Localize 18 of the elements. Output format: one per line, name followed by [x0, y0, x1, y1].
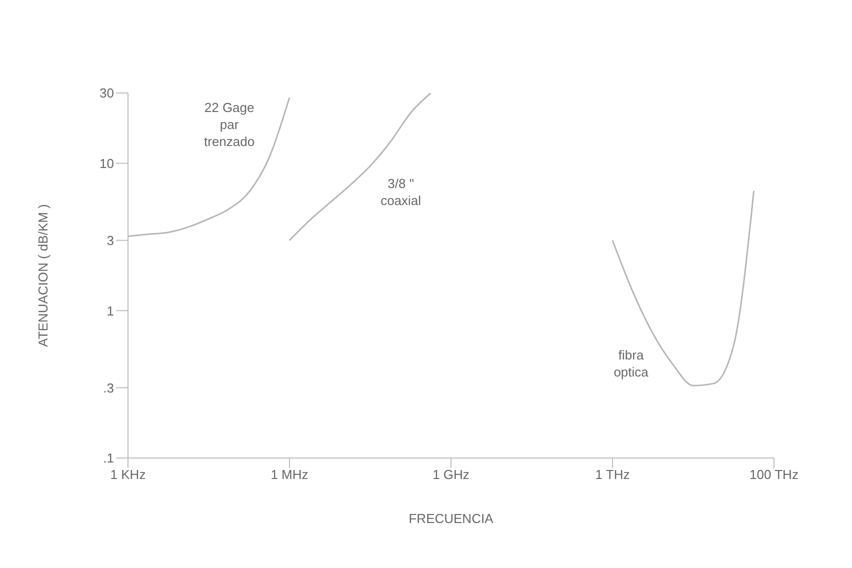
x-axis-title: FRECUENCIA — [408, 511, 494, 526]
x-tick-label: 1 THz — [595, 467, 630, 482]
x-tick-label: 1 KHz — [110, 467, 146, 482]
series-label: 22 Gage par trenzado — [204, 100, 255, 150]
y-tick-label: .3 — [103, 380, 114, 396]
y-axis-title: ATENUACION ( dB/KM ) — [36, 204, 51, 347]
y-tick-label: 30 — [100, 86, 114, 101]
line-series — [612, 190, 755, 386]
y-tick-label: 1 — [106, 303, 114, 318]
y-tick-label: 3 — [106, 232, 114, 248]
series-label: fibra optica — [614, 348, 650, 380]
y-tick-label: 10 — [100, 156, 114, 171]
x-tick-label: 1 GHz — [432, 467, 470, 482]
line-series — [288, 93, 432, 242]
x-tick-label: 1 MHz — [270, 467, 308, 482]
y-tick-label: .1 — [103, 450, 114, 466]
series-label: 3/8 " coaxial — [380, 176, 422, 208]
x-tick-label: 100 THz — [750, 467, 798, 482]
